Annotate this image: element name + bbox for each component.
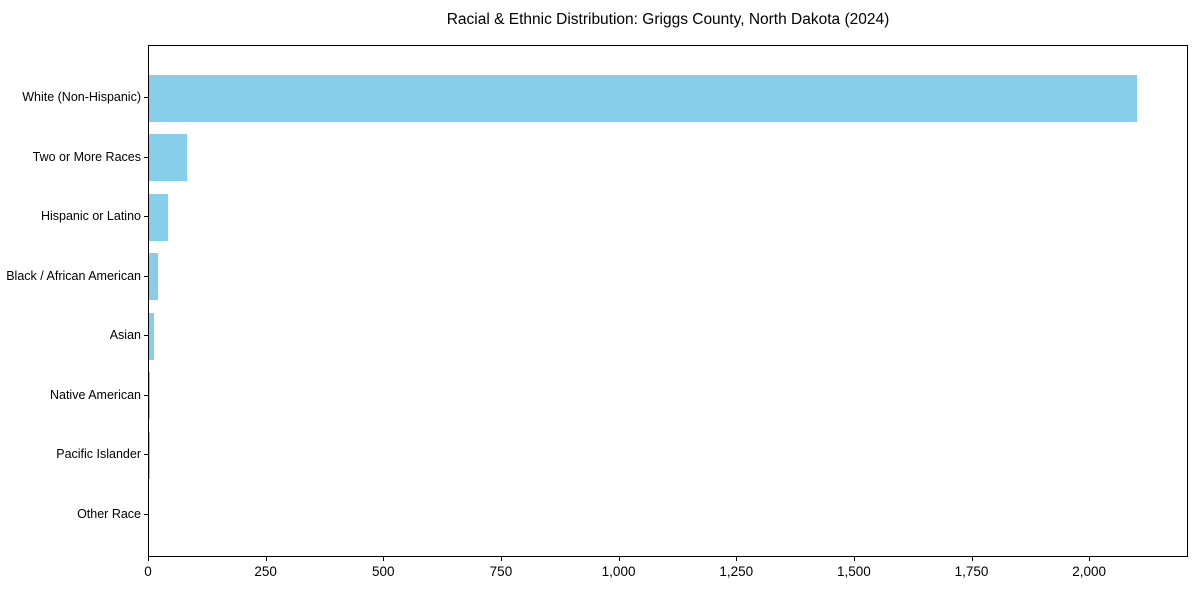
bar-4 [149, 312, 154, 360]
plot-area [148, 45, 1188, 557]
y-tick-label-3: Black / African American [6, 268, 141, 283]
y-tick-0 [144, 97, 148, 98]
x-tick-label-5: 1,250 [719, 564, 754, 579]
bar-3 [149, 253, 159, 300]
y-tick-label-5: Native American [49, 387, 141, 402]
x-tick-0 [148, 557, 149, 561]
x-tick-label-3: 750 [489, 564, 513, 579]
x-tick-label-6: 1,500 [836, 564, 871, 579]
y-tick-label-1: Two or More Races [32, 149, 141, 164]
x-tick-7 [971, 557, 973, 561]
y-tick-2 [144, 216, 148, 217]
y-tick-5 [144, 394, 148, 396]
y-tick-3 [144, 275, 148, 277]
chart-title: Racial & Ethnic Distribution: Griggs Cou… [446, 11, 890, 28]
y-tick-1 [144, 156, 148, 158]
x-tick-5 [736, 557, 738, 561]
x-tick-label-8: 2,000 [1072, 564, 1107, 579]
x-tick-8 [1089, 557, 1091, 561]
bar-2 [149, 193, 168, 241]
y-tick-label-0: White (Non-Hispanic) [22, 90, 141, 104]
x-tick-label-0: 0 [144, 564, 152, 579]
y-tick-label-4: Asian [109, 328, 141, 342]
bar-5 [149, 372, 151, 419]
x-tick-label-2: 500 [372, 564, 395, 579]
x-tick-3 [500, 557, 502, 561]
x-tick-1 [265, 557, 267, 561]
y-tick-6 [144, 454, 148, 455]
x-tick-4 [618, 557, 620, 561]
y-tick-7 [144, 513, 148, 515]
y-tick-label-6: Pacific Islander [56, 447, 141, 461]
y-tick-label-7: Other Race [77, 506, 141, 521]
y-tick-4 [144, 335, 148, 336]
x-tick-6 [853, 557, 855, 561]
bar-1 [149, 134, 187, 181]
x-tick-label-1: 250 [254, 564, 277, 579]
x-tick-label-4: 1,000 [601, 564, 636, 579]
x-tick-2 [383, 557, 385, 561]
bar-0 [149, 74, 1138, 122]
y-tick-label-2: Hispanic or Latino [40, 209, 141, 223]
x-tick-label-7: 1,750 [954, 564, 989, 579]
